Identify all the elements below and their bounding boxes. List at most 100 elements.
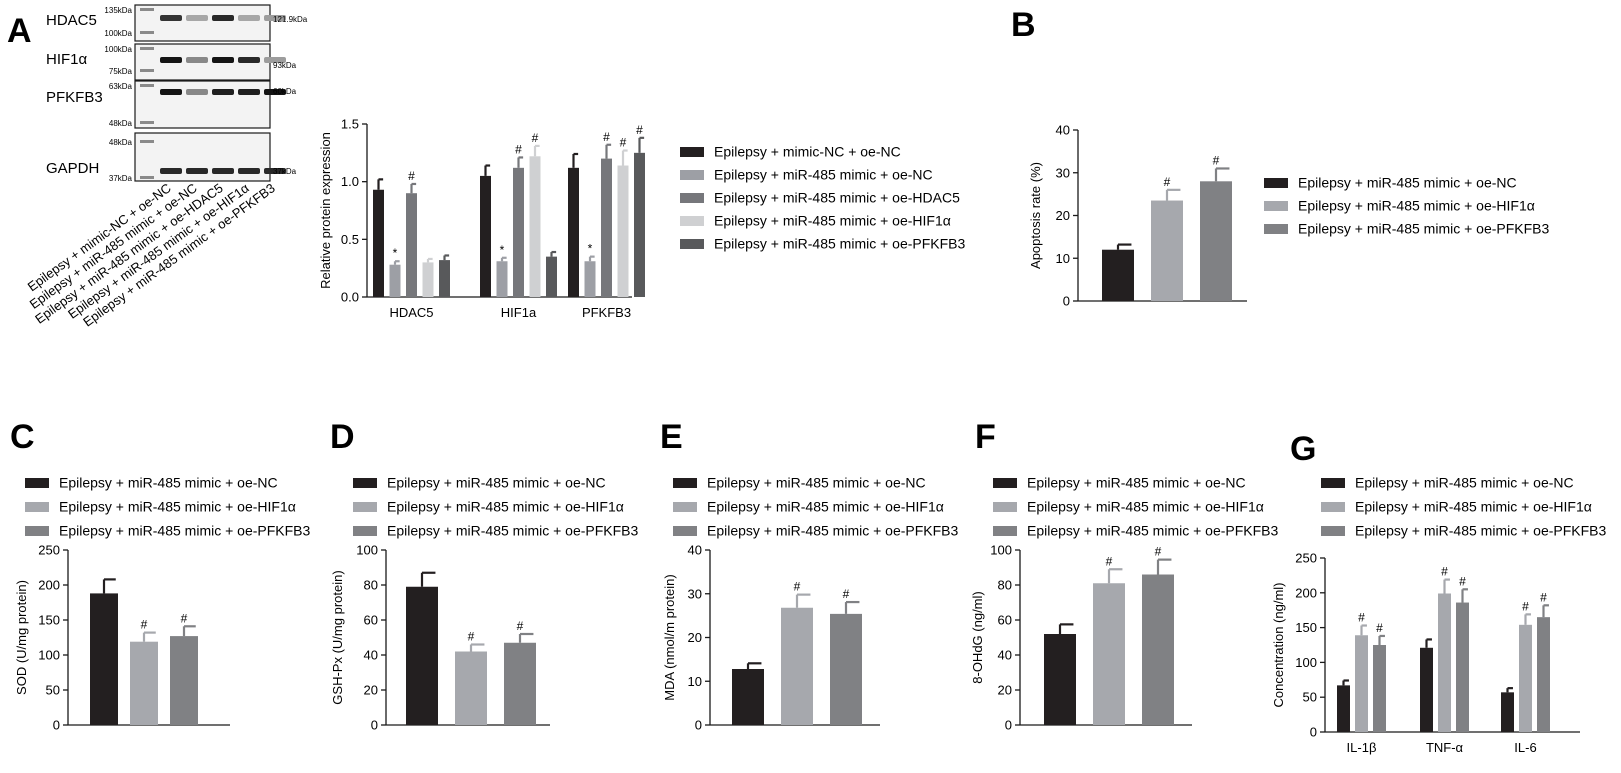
bar — [423, 262, 434, 297]
western-blot: HDAC5 135kDa 100kDa 121.9kDa HIF1α 100kDa 75kD… — [25, 5, 308, 330]
y-axis-label: Apoptosis rate (%) — [1028, 162, 1043, 269]
panel-letter-b: B — [1011, 6, 1036, 44]
y-tick-label: 100 — [38, 648, 60, 663]
legend-swatch — [25, 502, 49, 512]
legend-label: Epilepsy + miR-485 mimic + oe-NC — [714, 167, 933, 183]
chart-b-apoptosis: 0 10 20 30 40 Apoptosis rate (%) # # Epilepsy + … — [1028, 123, 1550, 309]
y-tick-label: 60 — [998, 613, 1012, 628]
marker-label: 48kDa — [109, 138, 133, 147]
y-tick-label: 40 — [364, 648, 378, 663]
blot-band — [212, 57, 234, 63]
chart-c-sod: 050100150200250SOD (U/mg protein) # #Epile… — [14, 475, 311, 733]
bar — [601, 159, 612, 297]
ladder-band — [140, 31, 154, 34]
y-tick-label: 100 — [356, 543, 378, 558]
blot-band — [212, 89, 234, 95]
ladder-band — [140, 8, 154, 11]
y-tick-label: 10 — [688, 674, 702, 689]
y-tick-label: 40 — [998, 648, 1012, 663]
legend-swatch — [353, 478, 377, 488]
panel-letter-f: F — [975, 418, 996, 456]
ladder-band — [140, 84, 154, 87]
y-tick-label: 20 — [364, 683, 378, 698]
bar — [546, 257, 557, 297]
y-tick-label: 0.0 — [341, 290, 359, 305]
y-tick-label: 40 — [1056, 123, 1070, 138]
y-tick-label: 0 — [53, 718, 60, 733]
panel-letter-d: D — [330, 418, 355, 456]
chart-a-protein-expression: 0.0 0.5 1.0 1.5 Relative protein expression *… — [318, 117, 966, 321]
x-tick-label: PFKFB3 — [582, 305, 631, 320]
panel-letter-c: C — [10, 418, 35, 456]
significance-mark: # — [517, 619, 524, 633]
size-label: 121.9kDa — [273, 15, 308, 24]
marker-label: 135kDa — [104, 6, 132, 15]
legend-label: Epilepsy + miR-485 mimic + oe-HIF1α — [1298, 198, 1535, 214]
y-axis-label: Relative protein expression — [318, 132, 333, 289]
legend-swatch — [680, 193, 704, 203]
y-tick-label: 80 — [364, 578, 378, 593]
marker-label: 100kDa — [104, 29, 132, 38]
y-tick-label: 50 — [46, 683, 60, 698]
ladder-band — [140, 140, 154, 143]
blot-band — [186, 168, 208, 174]
bar — [732, 669, 764, 725]
y-tick-label: 200 — [38, 578, 60, 593]
bar — [1519, 625, 1532, 732]
legend-swatch — [353, 526, 377, 536]
size-label: 37kDa — [273, 167, 297, 176]
y-tick-label: 0 — [1310, 725, 1317, 740]
legend-swatch — [25, 478, 49, 488]
blot-band — [238, 57, 260, 63]
size-label: 60kDa — [273, 87, 297, 96]
legend-swatch — [1264, 224, 1288, 234]
legend-label: Epilepsy + miR-485 mimic + oe-NC — [1298, 175, 1517, 191]
panel-letter-g: G — [1290, 430, 1316, 468]
significance-mark: # — [1376, 621, 1383, 635]
significance-mark: # — [794, 580, 801, 594]
marker-label: 100kDa — [104, 45, 132, 54]
bar — [406, 587, 438, 725]
significance-mark: # — [1441, 565, 1448, 579]
chart-f-8-ohdg: 0 20 40 60 80 100 8-OHdG (ng/ml) # # Epilepsy + m… — [970, 475, 1279, 733]
y-tick-label: 250 — [1295, 551, 1317, 566]
legend-label: Epilepsy + miR-485 mimic + oe-HIF1α — [1355, 499, 1592, 515]
significance-mark: * — [393, 246, 398, 260]
significance-mark: # — [408, 169, 415, 183]
legend-swatch — [993, 502, 1017, 512]
y-tick-label: 30 — [1056, 165, 1070, 180]
significance-mark: # — [620, 136, 627, 150]
bar — [439, 260, 450, 297]
legend-label: Epilepsy + miR-485 mimic + oe-HIF1α — [1027, 499, 1264, 515]
blot-box — [135, 5, 270, 41]
bar — [90, 593, 118, 725]
legend-swatch — [680, 239, 704, 249]
y-tick-label: 1.5 — [341, 117, 359, 132]
significance-mark: # — [1106, 554, 1113, 568]
y-tick-label: 200 — [1295, 585, 1317, 600]
legend-label: Epilepsy + miR-485 mimic + oe-PFKFB3 — [1355, 523, 1607, 539]
ladder-band — [140, 176, 154, 179]
blot-band — [186, 15, 208, 21]
protein-label: PFKFB3 — [46, 89, 103, 106]
legend-label: Epilepsy + miR-485 mimic + oe-HDAC5 — [714, 190, 960, 206]
y-tick-label: 30 — [688, 586, 702, 601]
bar — [504, 643, 536, 725]
y-axis-label: Concentration (ng/ml) — [1271, 583, 1286, 708]
x-tick-label: HDAC5 — [389, 305, 433, 320]
legend-swatch — [1321, 478, 1345, 488]
y-tick-label: 1.0 — [341, 174, 359, 189]
bar — [1102, 250, 1134, 301]
significance-mark: # — [1164, 175, 1171, 189]
legend-label: Epilepsy + miR-485 mimic + oe-PFKFB3 — [387, 523, 639, 539]
bar — [513, 168, 524, 297]
panel-letter-a: A — [7, 12, 32, 50]
legend-label: Epilepsy + miR-485 mimic + oe-HIF1α — [714, 213, 951, 229]
significance-mark: # — [1459, 574, 1466, 588]
significance-mark: # — [1358, 611, 1365, 625]
x-tick-label: IL-6 — [1514, 740, 1536, 755]
bar — [1142, 575, 1174, 726]
y-tick-label: 60 — [364, 613, 378, 628]
bar — [406, 193, 417, 297]
